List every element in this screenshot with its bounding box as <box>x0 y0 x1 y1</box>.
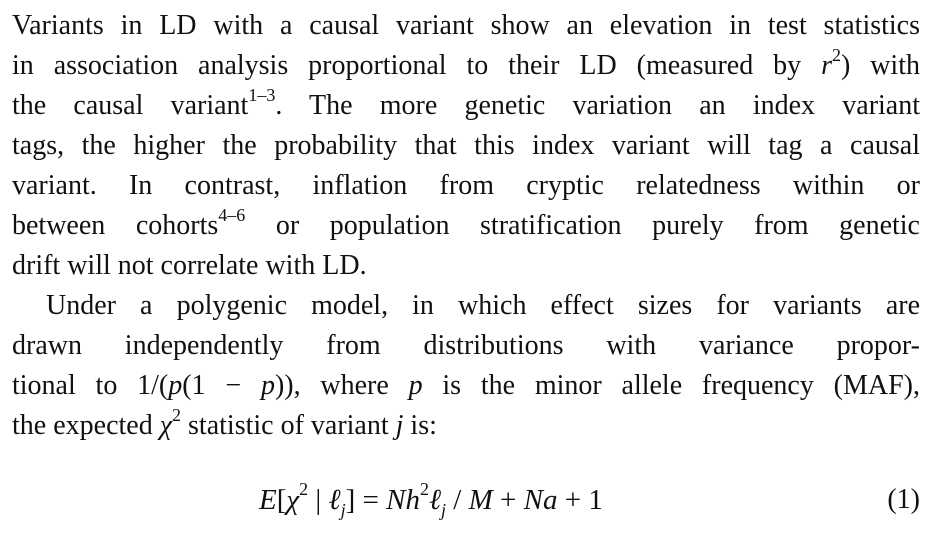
text-line: drawn independently from distributions w… <box>12 330 920 361</box>
text-line: Variants in LD with a causal variant sho… <box>12 10 920 41</box>
equation-number: (1) <box>887 484 920 515</box>
equation-body: E[χ2 | ℓj] = Nh2ℓj / M + Na + 1 <box>259 479 603 520</box>
p-variable: p <box>408 370 423 401</box>
j-variable: j <box>395 410 404 441</box>
text-line: drift will not correlate with LD. <box>12 250 367 281</box>
superscript: 2 <box>831 44 841 65</box>
text-line: variant. In contrast, inflation from cry… <box>12 170 920 201</box>
paragraph-polygenic-model: Under a polygenic model, in which effect… <box>12 286 920 446</box>
superscript: 2 <box>172 404 182 425</box>
citation-superscript: 4–6 <box>218 204 246 225</box>
text-line: Under a polygenic model, in which effect… <box>46 290 920 321</box>
text-line: the causal variant1–3. The more genetic … <box>12 84 920 121</box>
text-line: tags, the higher the probability that th… <box>12 130 920 161</box>
citation-superscript: 1–3 <box>248 84 276 105</box>
text-line: in association analysis proportional to … <box>12 44 920 81</box>
r-variable: r <box>821 50 832 81</box>
article-text: Variants in LD with a causal variant sho… <box>12 6 920 446</box>
paragraph-ld-inflation: Variants in LD with a causal variant sho… <box>12 6 920 286</box>
ell-symbol: ℓ <box>428 484 442 516</box>
text-line: between cohorts4–6 or population stratif… <box>12 204 920 241</box>
p-variable: p <box>260 370 275 401</box>
ell-symbol: ℓ <box>328 484 341 516</box>
chi-symbol: χ <box>159 410 173 441</box>
text-line: tional to 1/(p(1 − p)), where p is the m… <box>12 370 920 401</box>
p-variable: p <box>168 370 183 401</box>
text-line: the expected χ2 statistic of variant j i… <box>12 404 437 441</box>
chi-symbol: χ <box>286 484 300 516</box>
equation-1: E[χ2 | ℓj] = Nh2ℓj / M + Na + 1 (1) <box>0 478 934 522</box>
